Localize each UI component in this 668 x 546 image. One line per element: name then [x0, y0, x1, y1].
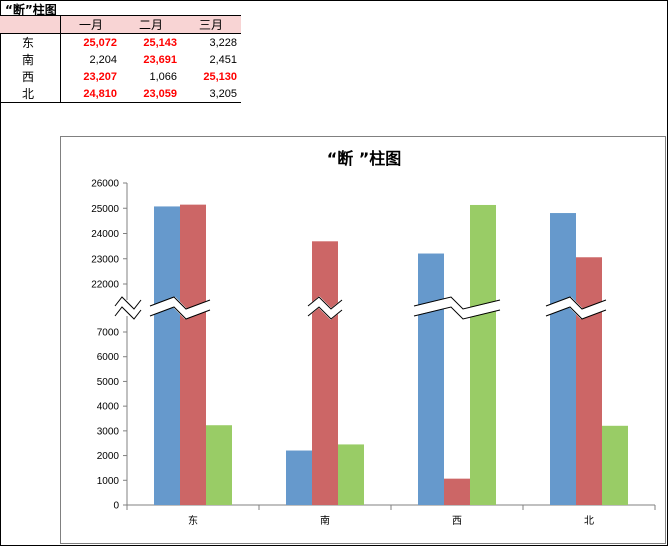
table-cell[interactable]: 25,130: [203, 70, 237, 83]
axis-break-line: [413, 296, 501, 310]
row-label[interactable]: 东: [0, 33, 61, 51]
y-tick-label: 24000: [91, 229, 119, 240]
bar: [470, 204, 496, 505]
bar: [206, 425, 232, 505]
table-row: 南 2,204 23,691 2,451: [0, 51, 241, 68]
y-tick-label: 6000: [97, 352, 120, 363]
axis-break-gap: [111, 295, 145, 321]
y-tick-label: 7000: [97, 328, 120, 339]
axis-break-line: [114, 306, 142, 320]
table-cell[interactable]: 1,066: [149, 70, 177, 83]
axis-break-line: [149, 296, 211, 310]
y-tick-label: 0: [113, 501, 119, 512]
bar: [338, 444, 364, 505]
x-category-label: 南: [320, 514, 330, 527]
axis-break-line: [413, 306, 501, 320]
table-cell[interactable]: 23,059: [121, 85, 181, 103]
bar: [154, 206, 180, 505]
table-cell[interactable]: 25,143: [143, 36, 177, 49]
y-tick-label: 2000: [97, 451, 120, 462]
bar: [550, 213, 576, 506]
table-row: 西 23,207 1,066 25,130: [0, 68, 241, 85]
axis-break-line: [545, 306, 607, 320]
axis-break-line: [149, 306, 211, 320]
row-label[interactable]: 南: [0, 51, 61, 68]
bar: [286, 450, 312, 505]
table-cell[interactable]: 3,228: [209, 36, 237, 49]
bar: [418, 253, 444, 505]
axis-break-line: [307, 296, 343, 310]
y-tick-label: 26000: [91, 179, 119, 190]
header-cell[interactable]: 三月: [181, 15, 241, 34]
table-cell[interactable]: 2,451: [209, 53, 237, 66]
axis-break-gap: [412, 297, 502, 319]
table-cell[interactable]: 2,204: [89, 53, 117, 66]
row-label[interactable]: 西: [0, 68, 61, 85]
x-category-label: 东: [188, 514, 198, 527]
axis-break-gap: [148, 296, 212, 320]
header-cell[interactable]: 一月: [60, 15, 121, 34]
y-tick-label: 3000: [97, 426, 120, 437]
table-cell[interactable]: 3,205: [181, 85, 241, 103]
axis-break-line: [307, 306, 343, 320]
bar: [576, 257, 602, 505]
y-tick-label: 1000: [97, 476, 120, 487]
x-category-label: 北: [584, 515, 594, 527]
table-row: 东 25,072 25,143 3,228: [0, 33, 241, 51]
y-tick-label: 25000: [91, 204, 119, 215]
axis-break-gap: [305, 295, 345, 321]
table-cell[interactable]: 23,207: [83, 70, 117, 83]
chart-title: “断 ”柱图: [326, 149, 402, 168]
x-category-label: 西: [452, 516, 462, 527]
data-table: 一月 二月 三月 东 25,072 25,143 3,228 南 2,204 2…: [0, 15, 241, 103]
plot-area: 0 1000 2000 3000 4000 5000 6000 7000 22000 23000 2…: [91, 179, 656, 527]
table-cell[interactable]: 23,691: [143, 53, 177, 66]
bar: [312, 241, 338, 505]
y-tick-label: 22000: [91, 280, 119, 291]
table-header-row: 一月 二月 三月: [0, 15, 241, 34]
y-tick-label: 5000: [97, 377, 120, 388]
table-cell[interactable]: 24,810: [60, 85, 121, 103]
sheet-title: “断”柱图: [5, 3, 57, 17]
bar: [444, 478, 470, 505]
header-cell[interactable]: [0, 15, 61, 34]
bar: [180, 204, 206, 505]
bar: [602, 425, 628, 505]
chart-area[interactable]: “断 ”柱图 0 1000 2000 3000 4000 5000 6000 7000 2200…: [60, 136, 666, 544]
axis-break-line: [545, 296, 607, 310]
y-tick-label: 4000: [97, 402, 120, 413]
row-label[interactable]: 北: [0, 85, 61, 103]
y-tick-label: 23000: [91, 254, 119, 265]
axis-break-line: [114, 296, 142, 310]
table-cell[interactable]: 25,072: [83, 36, 117, 49]
table-row: 北 24,810 23,059 3,205: [0, 85, 241, 103]
header-cell[interactable]: 二月: [121, 15, 181, 34]
axis-break-gap: [544, 296, 608, 320]
